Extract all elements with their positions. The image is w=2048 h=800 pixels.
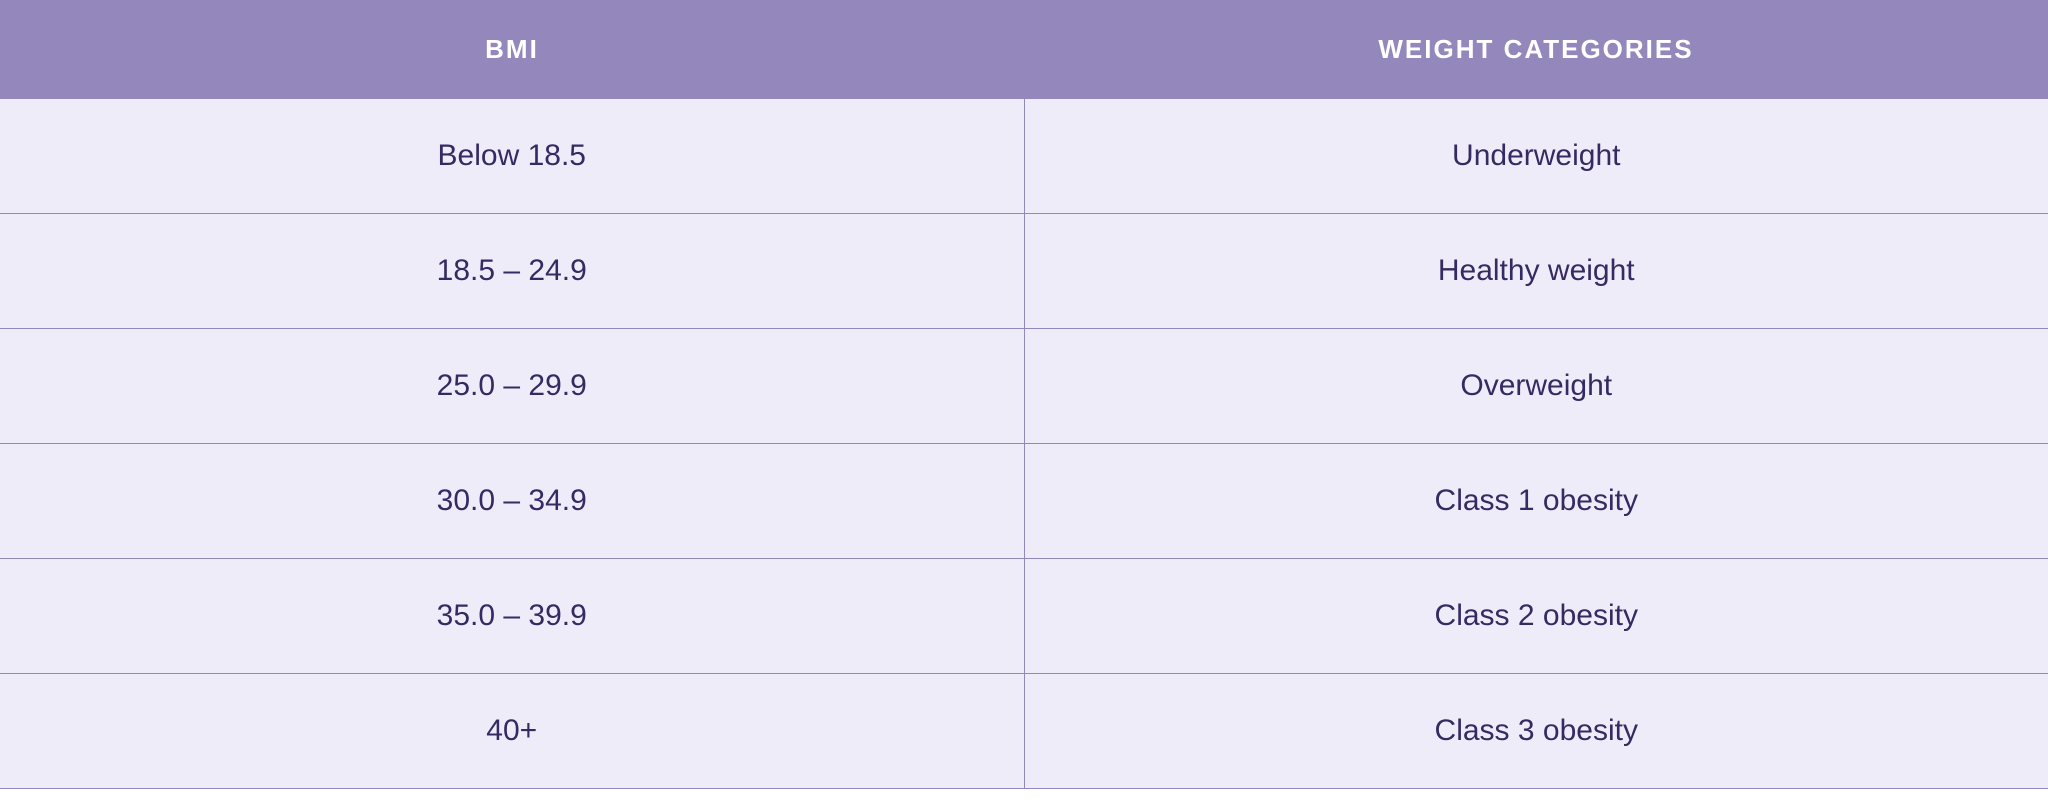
bmi-table: BMI WEIGHT CATEGORIES Below 18.5 Underwe… — [0, 0, 2048, 789]
table-row: 18.5 – 24.9 Healthy weight — [0, 214, 2048, 329]
cell-bmi: 35.0 – 39.9 — [0, 559, 1025, 673]
cell-bmi: 30.0 – 34.9 — [0, 444, 1025, 558]
column-header-bmi: BMI — [0, 0, 1024, 99]
table-row: 35.0 – 39.9 Class 2 obesity — [0, 559, 2048, 674]
cell-bmi: 25.0 – 29.9 — [0, 329, 1025, 443]
cell-category: Healthy weight — [1025, 214, 2048, 328]
table-row: Below 18.5 Underweight — [0, 99, 2048, 214]
table-header-row: BMI WEIGHT CATEGORIES — [0, 0, 2048, 99]
cell-category: Class 3 obesity — [1025, 674, 2048, 788]
cell-bmi: 18.5 – 24.9 — [0, 214, 1025, 328]
table-row: 40+ Class 3 obesity — [0, 674, 2048, 789]
table-row: 30.0 – 34.9 Class 1 obesity — [0, 444, 2048, 559]
cell-bmi: Below 18.5 — [0, 99, 1025, 213]
cell-category: Class 2 obesity — [1025, 559, 2048, 673]
table-row: 25.0 – 29.9 Overweight — [0, 329, 2048, 444]
cell-category: Underweight — [1025, 99, 2048, 213]
cell-category: Class 1 obesity — [1025, 444, 2048, 558]
cell-bmi: 40+ — [0, 674, 1025, 788]
cell-category: Overweight — [1025, 329, 2048, 443]
column-header-category: WEIGHT CATEGORIES — [1024, 0, 2048, 99]
